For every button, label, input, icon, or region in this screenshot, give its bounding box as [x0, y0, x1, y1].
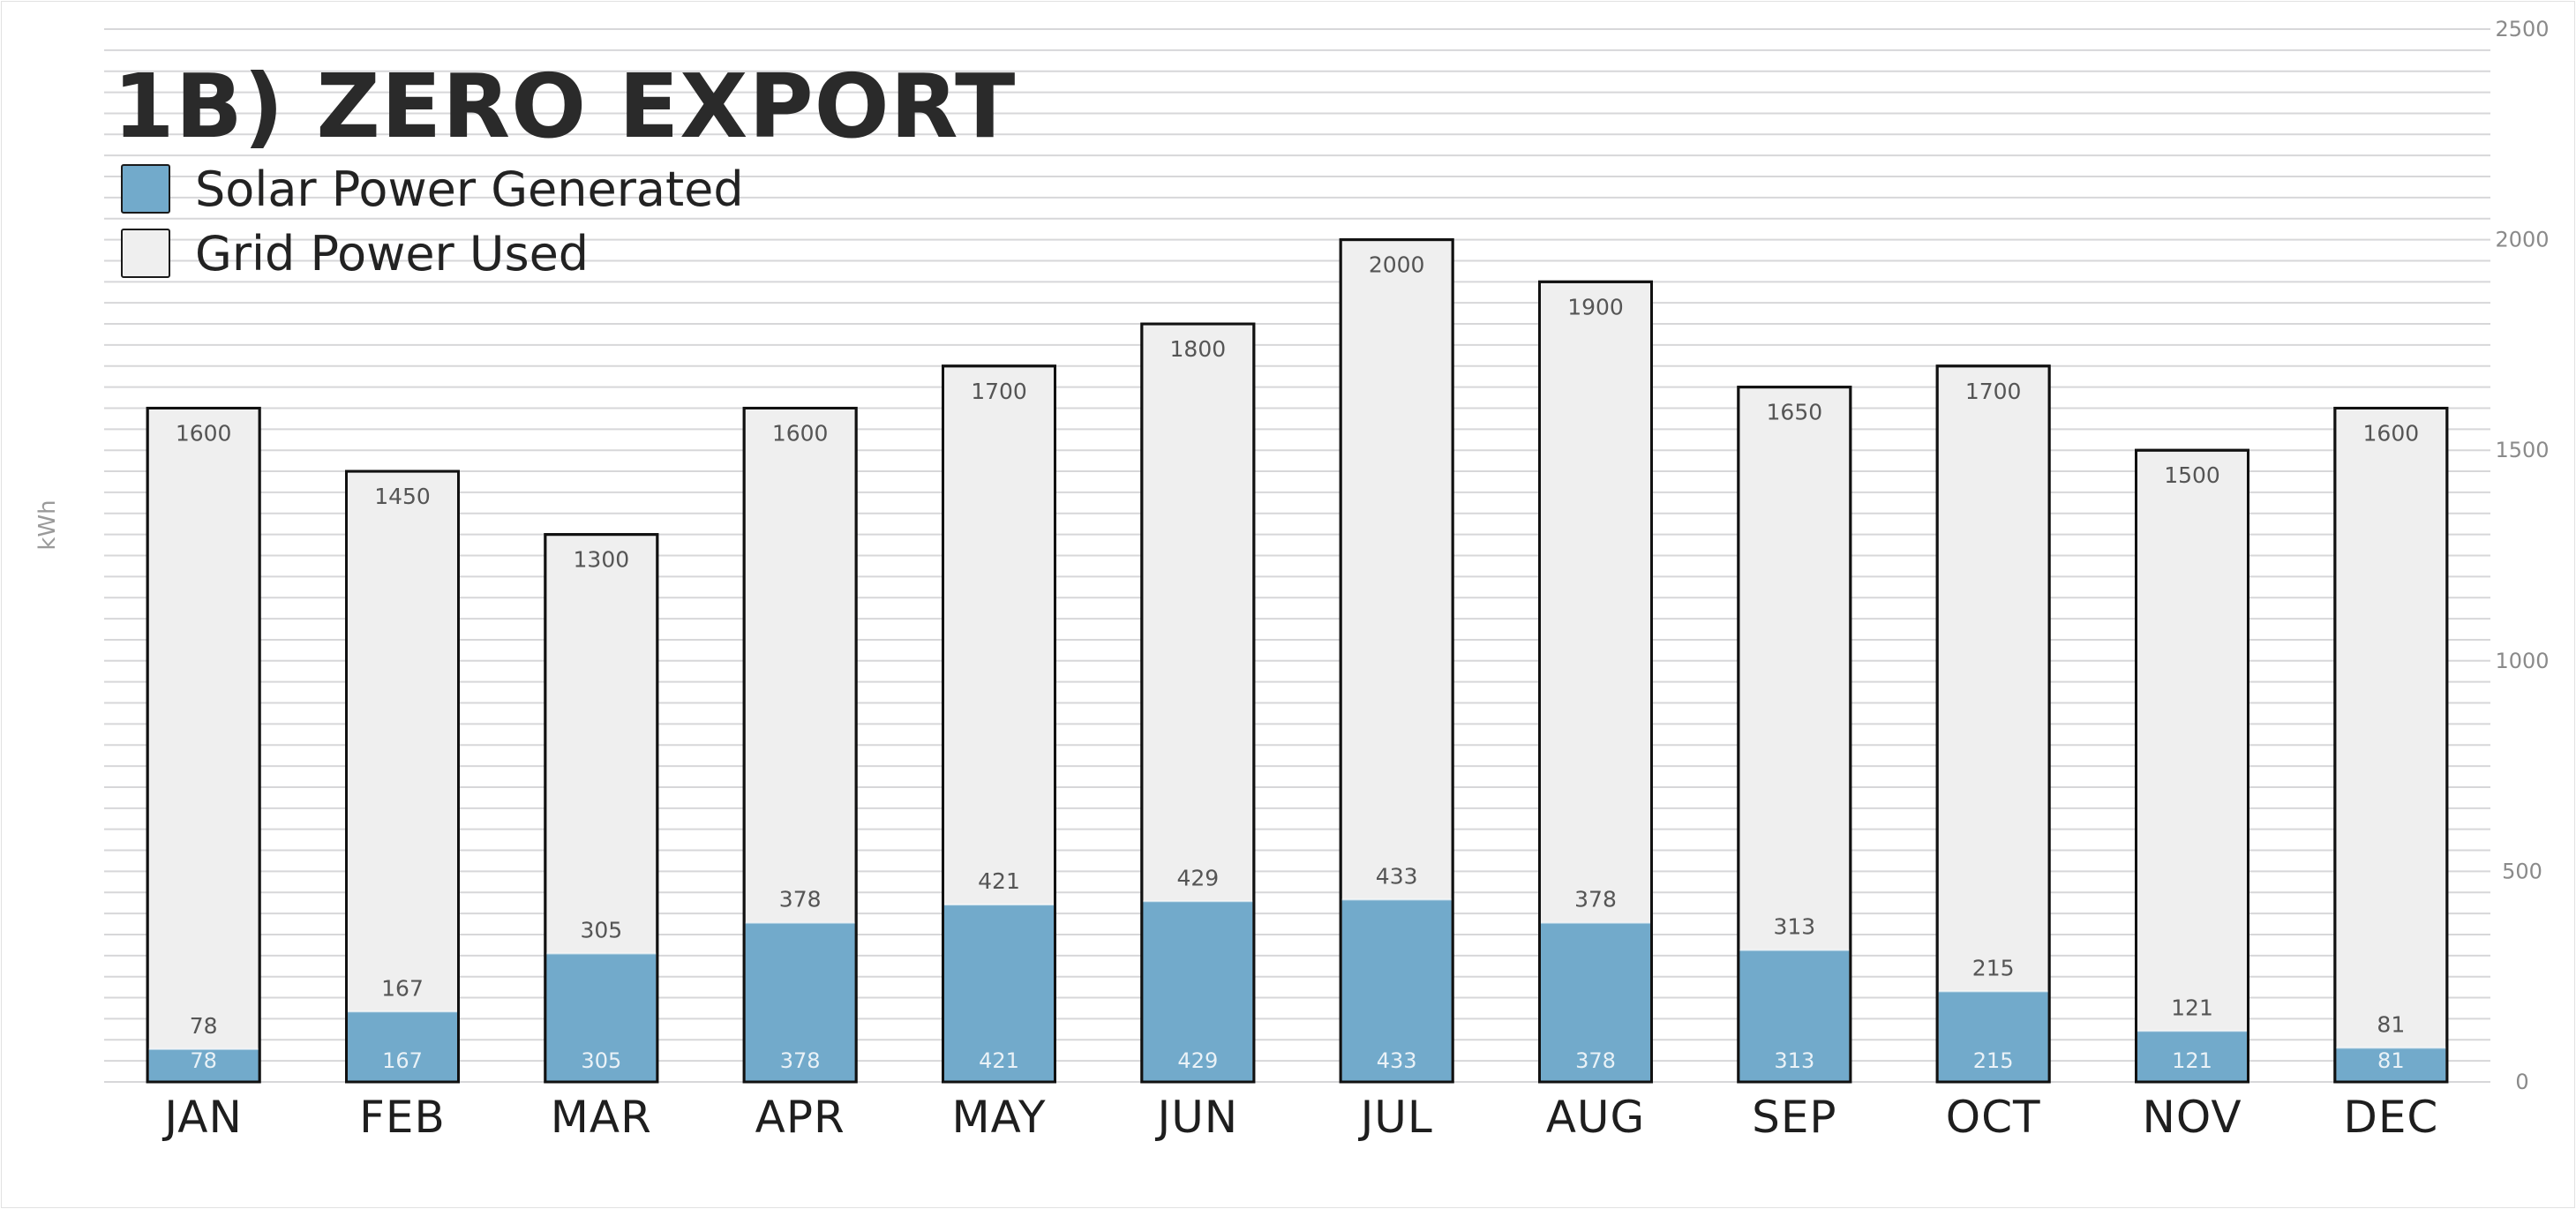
bar-grid-power: [146, 406, 261, 1084]
x-tick-label: NOV: [2142, 1092, 2242, 1143]
bar-solar-power: [148, 1048, 259, 1081]
bar-outline: [1140, 322, 1256, 1084]
bar-solar-power: [944, 905, 1054, 1081]
data-label-grid-power: 1600: [2363, 420, 2420, 446]
data-label-solar-top: 378: [1574, 887, 1617, 912]
data-label-grid-power: 1650: [1767, 400, 1823, 425]
data-label-solar-bottom: 121: [2172, 1048, 2212, 1073]
x-tick-label: SEP: [1752, 1092, 1836, 1143]
bar-grid-power: [2333, 406, 2449, 1084]
x-tick-label: FEB: [359, 1092, 446, 1143]
data-label-grid-power: 1300: [574, 547, 630, 573]
data-label-solar-top: 429: [1176, 865, 1219, 890]
data-label-solar-top: 81: [2377, 1011, 2405, 1037]
x-tick-label: DEC: [2343, 1092, 2438, 1143]
data-label-grid-power: 1500: [2164, 462, 2220, 488]
bar-outline: [146, 406, 261, 1084]
legend-label-grid: Grid Power Used: [195, 225, 590, 282]
x-tick-label: OCT: [1946, 1092, 2041, 1143]
data-label-solar-top: 305: [580, 917, 622, 942]
legend-label-solar: Solar Power Generated: [195, 161, 744, 217]
legend-swatch-solar: [121, 164, 170, 214]
y-axis-ticks: 0 500 1000 1500 2000 2500: [2495, 17, 2549, 1094]
data-label-solar-top: 215: [1972, 955, 2015, 980]
x-tick-label: JUN: [1154, 1092, 1238, 1143]
data-label-grid-power: 1700: [1965, 379, 2022, 404]
data-label-solar-bottom: 421: [979, 1048, 1019, 1073]
data-label-solar-top: 313: [1773, 914, 1815, 940]
bar-outline: [2135, 448, 2249, 1084]
y-tick-label: 500: [2502, 859, 2542, 883]
bar-grid-power: [345, 469, 460, 1084]
legend-swatch-grid: [121, 229, 170, 278]
data-label-solar-top: 167: [381, 975, 424, 1001]
gridlines: [104, 28, 2490, 1083]
data-label-grid-power: 1600: [772, 420, 829, 446]
y-tick-label: 1500: [2495, 438, 2549, 462]
data-label-solar-bottom: 378: [780, 1048, 821, 1073]
bar-solar-power: [745, 922, 855, 1081]
data-label-grid-power: 1800: [1170, 336, 1227, 362]
bar-solar-power: [348, 1011, 457, 1081]
data-label-solar-top: 378: [779, 887, 822, 912]
bar-grid-power: [2135, 448, 2249, 1084]
x-axis-ticks: JAN FEB MAR APR MAY JUN JUL AUG SEP OCT NOV DEC: [161, 1092, 2438, 1143]
bar-outline: [345, 469, 460, 1084]
x-tick-label: MAY: [951, 1092, 1046, 1143]
bar-outline: [942, 364, 1056, 1084]
bar-solar-power: [1143, 901, 1253, 1081]
data-label-solar-top: 433: [1376, 863, 1418, 889]
bar-outline: [742, 406, 858, 1084]
bar-solar-power: [1541, 922, 1650, 1081]
y-tick-label: 1000: [2495, 649, 2549, 673]
bar-outline: [1339, 238, 1454, 1084]
data-label-solar-bottom: 78: [190, 1048, 217, 1073]
data-label-solar-top: 421: [978, 868, 1020, 894]
chart-title: 1B) ZERO EXPORT: [113, 55, 1017, 158]
y-tick-label: 0: [2515, 1070, 2528, 1094]
legend-item-solar: Solar Power Generated: [121, 161, 744, 217]
data-label-solar-top: 78: [190, 1013, 218, 1039]
bar-solar-power: [1341, 899, 1452, 1081]
bar-outline: [1538, 280, 1653, 1084]
bar-solar-power: [2137, 1031, 2247, 1081]
bar-solar-power: [2336, 1048, 2446, 1081]
x-tick-label: APR: [755, 1092, 845, 1143]
y-axis-label: kWh: [34, 499, 61, 550]
data-label-solar-bottom: 167: [382, 1048, 423, 1073]
data-label-grid-power: 1900: [1567, 294, 1624, 319]
bar-solar-power: [1938, 991, 2048, 1081]
data-label-solar-bottom: 305: [581, 1048, 621, 1073]
data-label-grid-power: 1600: [176, 420, 232, 446]
data-label-solar-bottom: 215: [1973, 1048, 2014, 1073]
x-tick-label: AUG: [1546, 1092, 1646, 1143]
data-label-grid-power: 1450: [374, 484, 431, 509]
data-label-solar-bottom: 429: [1177, 1048, 1218, 1073]
data-label-solar-bottom: 378: [1575, 1048, 1616, 1073]
bar-outline: [1935, 364, 2051, 1084]
bars: 1600 78 78 1450 167 167 1300 305 305 1600 378 378 17…: [146, 238, 2449, 1084]
legend-item-grid: Grid Power Used: [121, 225, 590, 282]
bar-outline: [2333, 406, 2449, 1084]
x-tick-label: MAR: [551, 1092, 652, 1143]
x-tick-label: JUL: [1358, 1092, 1433, 1143]
data-label-solar-bottom: 433: [1377, 1048, 1417, 1073]
data-label-solar-bottom: 81: [2377, 1048, 2405, 1073]
bar-solar-power: [1739, 950, 1850, 1081]
data-label-solar-top: 121: [2171, 995, 2213, 1020]
x-tick-label: JAN: [161, 1092, 242, 1143]
data-label-solar-bottom: 313: [1774, 1048, 1814, 1073]
bar-outline: [1737, 386, 1852, 1084]
y-tick-label: 2500: [2495, 17, 2549, 41]
y-tick-label: 2000: [2495, 228, 2549, 252]
data-label-grid-power: 2000: [1369, 252, 1425, 278]
bar-solar-power: [546, 953, 657, 1081]
data-label-grid-power: 1700: [971, 379, 1027, 404]
bar-outline: [544, 533, 659, 1084]
